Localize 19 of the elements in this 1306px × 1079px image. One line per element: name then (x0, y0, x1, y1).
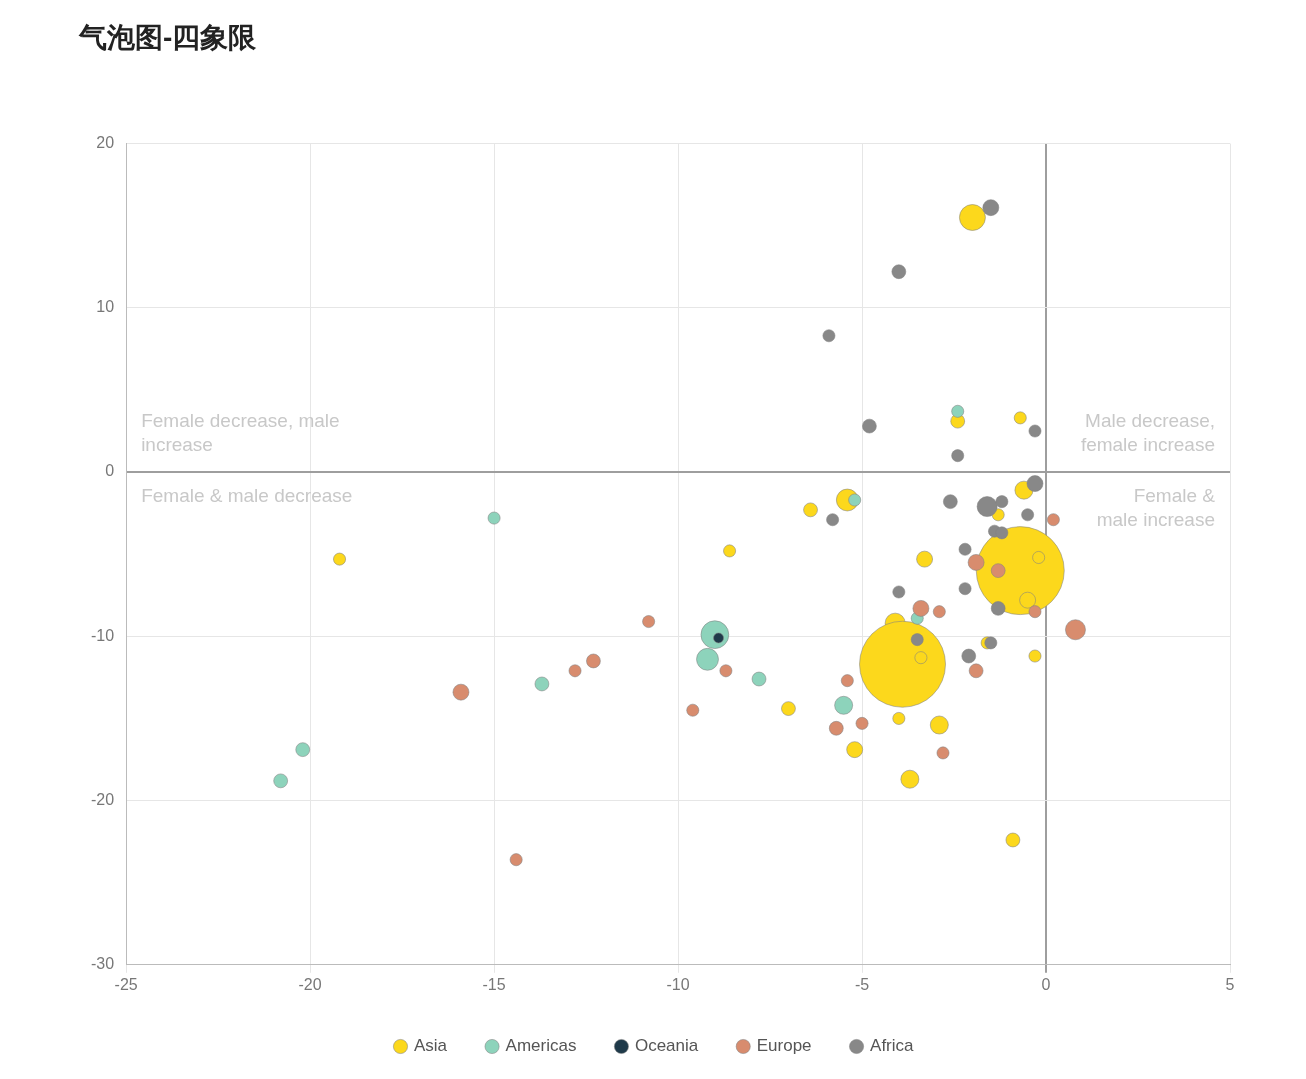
x-tick-label: 5 (1225, 975, 1235, 993)
x-tick-label: -15 (482, 975, 506, 993)
x-tick-label: 0 (1041, 975, 1051, 993)
legend-label: Asia (414, 1036, 448, 1056)
legend-label: Europe (756, 1036, 812, 1056)
x-tick-label: -25 (114, 975, 138, 993)
chart-title: 气泡图-四象限 (78, 21, 258, 53)
y-tick-label: -10 (91, 626, 115, 644)
x-tick-label: -5 (854, 975, 870, 993)
y-tick-label: -30 (91, 955, 115, 973)
legend-label: Americas (505, 1036, 577, 1056)
y-tick-label: 20 (96, 134, 115, 152)
legend-label: Oceania (634, 1036, 699, 1056)
x-tick-label: -20 (298, 975, 322, 993)
y-tick-label: 0 (105, 462, 115, 480)
legend-label: Africa (870, 1036, 915, 1056)
y-tick-label: -20 (91, 790, 115, 808)
y-tick-label: 10 (96, 298, 115, 316)
x-tick-label: -10 (666, 975, 690, 993)
